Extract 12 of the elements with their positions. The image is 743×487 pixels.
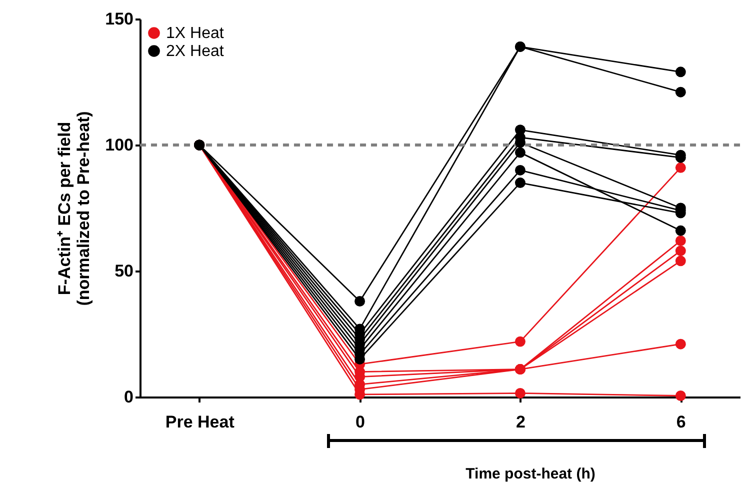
legend-label: 2X Heat — [166, 43, 224, 60]
y-tick-label: 150 — [105, 10, 134, 28]
x-tick-label: 2 — [516, 412, 526, 432]
x-tick-label: 0 — [356, 412, 366, 432]
y-tick-label: 50 — [114, 262, 134, 280]
x-tick-label: 6 — [676, 412, 686, 432]
legend-label: 1X Heat — [166, 25, 224, 42]
y-tick-label: 0 — [124, 388, 134, 406]
x-tick-label: Pre Heat — [165, 412, 235, 432]
x-axis-title: Time post-heat (h) — [466, 466, 596, 482]
y-tick-label: 100 — [105, 136, 134, 154]
y-axis-title: F-Actin⁺ ECs per field (normalized to Pre-heat) — [55, 111, 94, 306]
